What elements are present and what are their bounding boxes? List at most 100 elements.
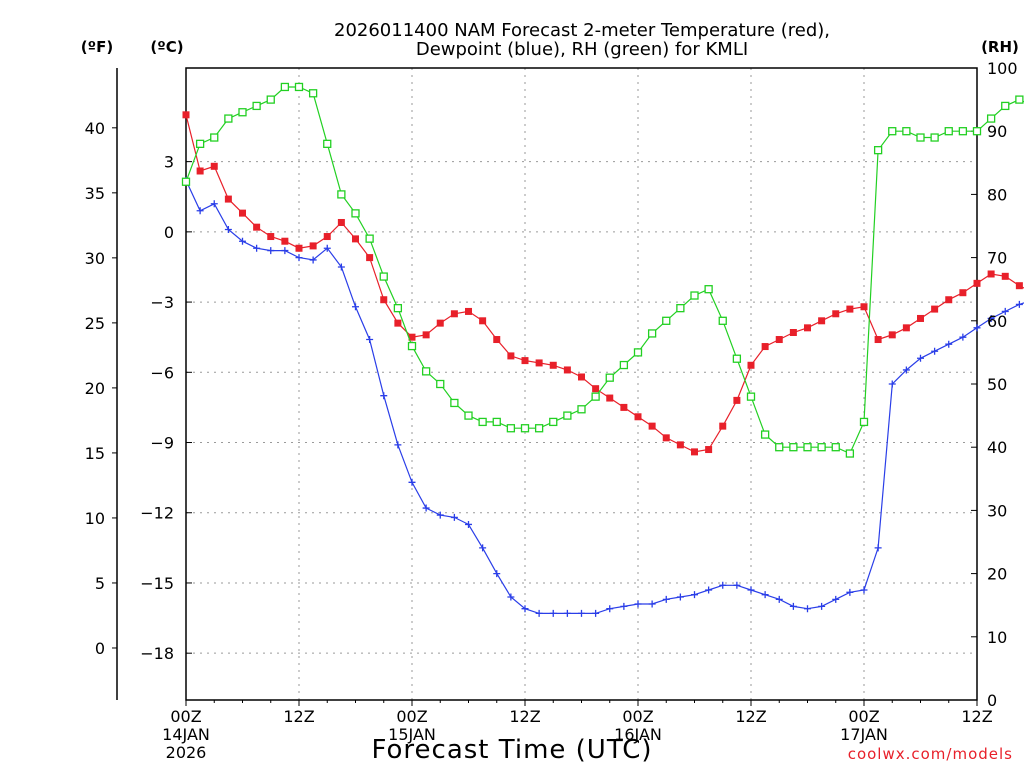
dewpoint-point: [267, 247, 275, 255]
rh-point: [789, 443, 798, 452]
rh-tick-label: 100: [987, 59, 1018, 78]
x-tick-label: 12Z: [509, 707, 540, 726]
rh-point: [506, 424, 516, 433]
rh-point: [591, 392, 600, 401]
dewpoint-point: [846, 588, 854, 596]
x-axis-title: Forecast Time (UTC): [371, 735, 652, 765]
rh-point: [464, 411, 473, 420]
rh-point: [916, 133, 925, 142]
x-tick-date: 15JAN: [388, 725, 436, 744]
temperature-point: [606, 394, 614, 402]
rh-point: [323, 139, 332, 148]
rh-tick-label: 80: [987, 185, 1007, 204]
dewpoint-point: [422, 504, 430, 512]
rh-point: [252, 101, 261, 111]
rh-tick-label: 0: [987, 691, 997, 710]
rh-point: [181, 177, 191, 186]
rh-point: [845, 449, 855, 458]
rh-point: [1001, 101, 1010, 111]
rh-point: [351, 209, 360, 218]
temperature-point: [479, 317, 487, 325]
dewpoint-point: [676, 593, 684, 601]
temperature-point: [323, 233, 331, 241]
temperature-point: [592, 385, 600, 393]
temperature-point: [719, 422, 727, 430]
temperature-point: [337, 218, 345, 226]
rh-point: [337, 190, 346, 199]
x-tick-date: 16JAN: [614, 725, 662, 744]
dewpoint-point: [733, 581, 741, 589]
rh-point: [647, 329, 657, 338]
temperature-point: [902, 324, 910, 332]
dewpoint-point: [309, 256, 317, 264]
fahrenheit-unit-label: (ºF): [81, 38, 113, 56]
fahrenheit-tick-label: 35: [85, 184, 105, 203]
rh-point: [746, 392, 756, 401]
dewpoint-point: [436, 511, 444, 519]
temperature-point: [747, 361, 755, 369]
series-2-meter-temperature: [182, 111, 1024, 456]
dewpoint-point: [620, 602, 628, 610]
rh-point: [492, 417, 501, 427]
axes: [112, 67, 978, 706]
temperature-point: [818, 317, 826, 325]
x-tick-date: 14JAN: [162, 725, 210, 744]
celsius-tick-label: 0: [164, 223, 174, 242]
dewpoint-point: [945, 340, 953, 348]
credit-link[interactable]: coolwx.com/models: [848, 745, 1013, 763]
fahrenheit-tick-label: 15: [85, 444, 105, 463]
gridlines: [186, 68, 977, 700]
rh-point: [210, 133, 219, 142]
fahrenheit-tick-label: 10: [85, 509, 105, 528]
rh-point: [549, 417, 558, 427]
dewpoint-point: [860, 586, 868, 594]
temperature-point: [436, 319, 444, 327]
rh-point: [803, 443, 812, 452]
temperature-point: [450, 310, 458, 318]
x-tick-label: 12Z: [735, 707, 766, 726]
rh-point: [775, 443, 784, 452]
x-tick-label: 00Z: [396, 707, 427, 726]
dewpoint-point: [224, 226, 232, 234]
dewpoint-point: [253, 244, 261, 252]
celsius-tick-label: −3: [150, 293, 174, 312]
rh-point: [662, 316, 671, 325]
rh-tick-label: 50: [987, 375, 1007, 394]
temperature-point: [182, 111, 190, 119]
dewpoint-point: [959, 333, 967, 341]
dewpoint-point: [493, 570, 501, 578]
rh-point: [224, 114, 233, 123]
plot-frame: [185, 67, 978, 701]
rh-tick-label: 90: [987, 122, 1007, 141]
dewpoint-point: [479, 544, 487, 552]
rh-point: [577, 405, 586, 414]
dewpoint-point: [507, 593, 515, 601]
temperature-point: [196, 167, 204, 175]
temperature-point: [917, 314, 924, 322]
dewpoint-point: [931, 347, 939, 355]
rh-point: [266, 95, 275, 104]
series-line: [185, 86, 1024, 455]
data-series: [181, 82, 1024, 617]
rh-point: [379, 272, 388, 281]
temperature-point: [973, 279, 981, 287]
temperature-point: [578, 373, 585, 381]
temperature-point: [662, 434, 670, 442]
dewpoint-point: [973, 324, 981, 332]
fahrenheit-tick-label: 20: [85, 379, 105, 398]
temperature-point: [888, 331, 896, 339]
rh-point: [365, 234, 374, 243]
temperature-point: [789, 329, 797, 337]
dewpoint-point: [366, 336, 374, 344]
celsius-tick-label: 3: [164, 153, 174, 172]
rh-point: [534, 424, 544, 433]
dewpoint-point: [818, 602, 826, 610]
temperature-point: [846, 305, 854, 313]
dewpoint-point: [648, 600, 656, 608]
rh-point: [972, 127, 982, 136]
chart-title-line1: 2026011400 NAM Forecast 2-meter Temperat…: [334, 20, 830, 41]
x-tick-label: 12Z: [961, 707, 992, 726]
temperature-point: [309, 242, 317, 250]
rh-point: [944, 127, 953, 136]
rh-point: [195, 139, 205, 148]
